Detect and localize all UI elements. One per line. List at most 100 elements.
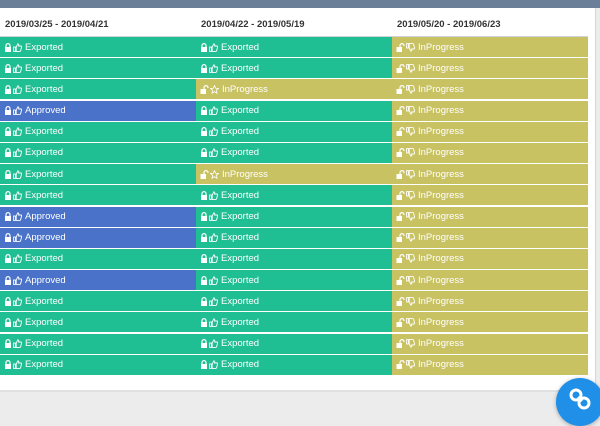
status-icons <box>396 127 415 137</box>
thumbs-up-icon <box>13 64 22 73</box>
status-cell-exported[interactable]: Exported <box>196 142 392 163</box>
table-row: Exported Exported InProgress <box>0 312 588 333</box>
thumbs-down-icon <box>406 106 415 115</box>
status-cell-inprogress[interactable]: InProgress <box>196 164 392 185</box>
thumbs-up-icon <box>209 106 218 115</box>
status-cell-inprogress[interactable]: InProgress <box>196 79 392 100</box>
lock-closed-icon <box>200 317 208 327</box>
status-cell-exported[interactable]: Exported <box>0 333 196 354</box>
status-cell-exported[interactable]: Exported <box>0 58 196 79</box>
link-icon <box>569 388 591 410</box>
status-cell-exported[interactable]: Exported <box>0 354 196 375</box>
status-cell-exported[interactable]: Exported <box>0 121 196 142</box>
status-cell-exported[interactable]: Exported <box>196 312 392 333</box>
status-label: InProgress <box>418 41 464 53</box>
status-cell-inprogress[interactable]: InProgress <box>392 164 588 185</box>
status-icons <box>396 339 415 349</box>
thumbs-down-icon <box>406 275 415 285</box>
status-icons <box>4 148 22 158</box>
status-cell-exported[interactable]: Exported <box>196 270 392 291</box>
status-cell-approved[interactable]: Approved <box>0 100 196 121</box>
status-icons <box>4 106 22 116</box>
status-cell-inprogress[interactable]: InProgress <box>392 227 588 248</box>
status-label: InProgress <box>418 83 464 95</box>
status-cell-inprogress[interactable]: InProgress <box>392 142 588 163</box>
status-cell-exported[interactable]: Exported <box>0 291 196 312</box>
thumbs-up-icon <box>13 275 22 285</box>
thumbs-up-icon <box>13 148 22 158</box>
status-cell-inprogress[interactable]: InProgress <box>392 206 588 227</box>
status-cell-approved[interactable]: Approved <box>0 270 196 291</box>
status-cell-exported[interactable]: Exported <box>0 185 196 206</box>
lock-open-icon <box>396 296 405 306</box>
status-label: Exported <box>221 232 260 244</box>
status-label: InProgress <box>418 359 464 371</box>
status-cell-exported[interactable]: Exported <box>0 312 196 333</box>
status-cell-inprogress[interactable]: InProgress <box>392 185 588 206</box>
status-cell-exported[interactable]: Exported <box>0 164 196 185</box>
status-label: Exported <box>25 126 64 138</box>
thumbs-down-icon <box>406 296 415 306</box>
lock-open-icon <box>396 148 405 158</box>
status-cell-inprogress[interactable]: InProgress <box>392 333 588 354</box>
status-cell-exported[interactable]: Exported <box>196 354 392 375</box>
status-icons <box>396 296 415 306</box>
status-cell-exported[interactable]: Exported <box>196 37 392 57</box>
status-cell-inprogress[interactable]: InProgress <box>392 354 588 375</box>
lock-closed-icon <box>200 63 208 73</box>
thumbs-up-icon <box>13 85 22 94</box>
status-cell-inprogress[interactable]: InProgress <box>392 37 588 57</box>
status-icons <box>4 63 22 73</box>
status-icons <box>200 212 218 221</box>
thumbs-up-icon <box>13 318 22 327</box>
status-cell-exported[interactable]: Exported <box>0 142 196 163</box>
lock-closed-icon <box>200 212 208 221</box>
status-cell-exported[interactable]: Exported <box>196 100 392 121</box>
status-cell-inprogress[interactable]: InProgress <box>392 100 588 121</box>
table-row: Exported Exported InProgress <box>0 185 588 206</box>
status-cell-inprogress[interactable]: InProgress <box>392 291 588 312</box>
lock-open-icon <box>396 254 405 264</box>
lock-closed-icon <box>4 317 12 327</box>
status-cell-inprogress[interactable]: InProgress <box>392 79 588 100</box>
status-cell-inprogress[interactable]: InProgress <box>392 312 588 333</box>
status-cell-approved[interactable]: Approved <box>0 206 196 227</box>
status-cell-inprogress[interactable]: InProgress <box>392 270 588 291</box>
status-cell-exported[interactable]: Exported <box>0 248 196 269</box>
status-label: InProgress <box>418 211 464 222</box>
lock-closed-icon <box>4 275 12 285</box>
table-row: Approved Exported InProgress <box>0 206 588 227</box>
table-row: Exported InProgress InProgress <box>0 79 588 100</box>
status-cell-inprogress[interactable]: InProgress <box>392 121 588 142</box>
status-cell-approved[interactable]: Approved <box>0 227 196 248</box>
status-cell-exported[interactable]: Exported <box>196 121 392 142</box>
status-cell-exported[interactable]: Exported <box>196 185 392 206</box>
status-cell-inprogress[interactable]: InProgress <box>392 58 588 79</box>
lock-closed-icon <box>200 148 208 158</box>
status-cell-exported[interactable]: Exported <box>196 248 392 269</box>
status-cell-exported[interactable]: Exported <box>0 37 196 57</box>
status-label: InProgress <box>418 338 464 350</box>
status-label: Exported <box>25 295 64 307</box>
status-cell-exported[interactable]: Exported <box>196 227 392 248</box>
status-cell-inprogress[interactable]: InProgress <box>392 248 588 269</box>
status-label: Exported <box>25 83 64 95</box>
status-cell-exported[interactable]: Exported <box>0 79 196 100</box>
table-row: Exported Exported InProgress <box>0 248 588 269</box>
floating-action-button[interactable] <box>556 378 600 426</box>
status-cell-exported[interactable]: Exported <box>196 333 392 354</box>
status-icons <box>200 42 218 52</box>
lock-closed-icon <box>200 296 208 306</box>
status-label: InProgress <box>418 316 464 328</box>
status-label: Approved <box>25 211 66 222</box>
thumbs-up-icon <box>209 254 218 264</box>
status-icons <box>396 233 415 243</box>
lock-closed-icon <box>4 212 12 221</box>
status-label: Exported <box>25 62 64 74</box>
status-cell-exported[interactable]: Exported <box>196 291 392 312</box>
status-label: InProgress <box>418 62 464 74</box>
status-label: Exported <box>221 126 260 138</box>
status-cell-exported[interactable]: Exported <box>196 58 392 79</box>
status-cell-exported[interactable]: Exported <box>196 206 392 227</box>
table-row: Exported Exported InProgress <box>0 291 588 312</box>
